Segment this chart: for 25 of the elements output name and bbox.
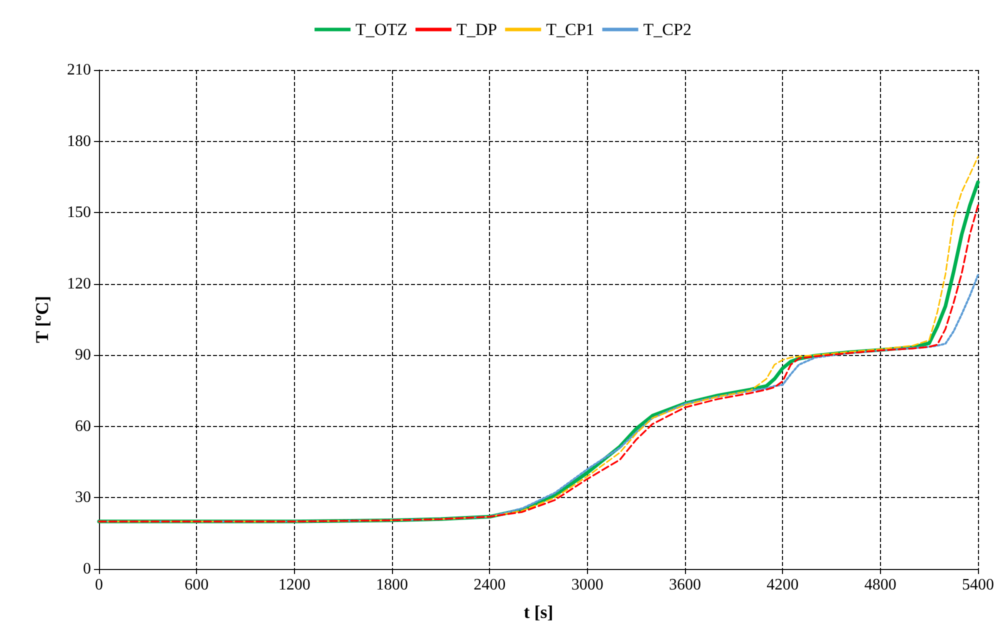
y-tick-label: 210 bbox=[67, 62, 91, 78]
x-tick-label: 2400 bbox=[474, 576, 506, 594]
x-tick-label: 4200 bbox=[766, 576, 799, 594]
y-tick-label: 60 bbox=[75, 418, 91, 435]
y-tick-label: 30 bbox=[75, 489, 91, 506]
y-tick-label: 120 bbox=[67, 275, 91, 292]
x-tick-label: 3000 bbox=[571, 576, 604, 594]
y-tick-label: 0 bbox=[83, 560, 91, 578]
y-axis-title: T [ºC] bbox=[32, 296, 52, 344]
x-tick-label: 0 bbox=[95, 576, 103, 594]
legend-label: T_OTZ bbox=[356, 20, 408, 39]
legend-label: T_CP2 bbox=[643, 20, 692, 39]
y-tick-label: 150 bbox=[67, 204, 91, 222]
x-tick-label: 1200 bbox=[278, 576, 310, 594]
x-tick-label: 1800 bbox=[376, 576, 408, 594]
x-tick-label: 3600 bbox=[669, 576, 701, 594]
x-tick-label: 5400 bbox=[962, 576, 994, 594]
y-tick-label: 180 bbox=[67, 132, 91, 150]
y-tick-label: 90 bbox=[75, 346, 91, 364]
legend-label: T_CP1 bbox=[546, 20, 594, 39]
line-series bbox=[98, 274, 980, 522]
x-tick-label: 600 bbox=[184, 576, 209, 594]
x-axis-title: t [s] bbox=[524, 602, 554, 622]
x-tick-label: 4800 bbox=[864, 576, 896, 594]
legend-label: T_DP bbox=[456, 20, 498, 39]
